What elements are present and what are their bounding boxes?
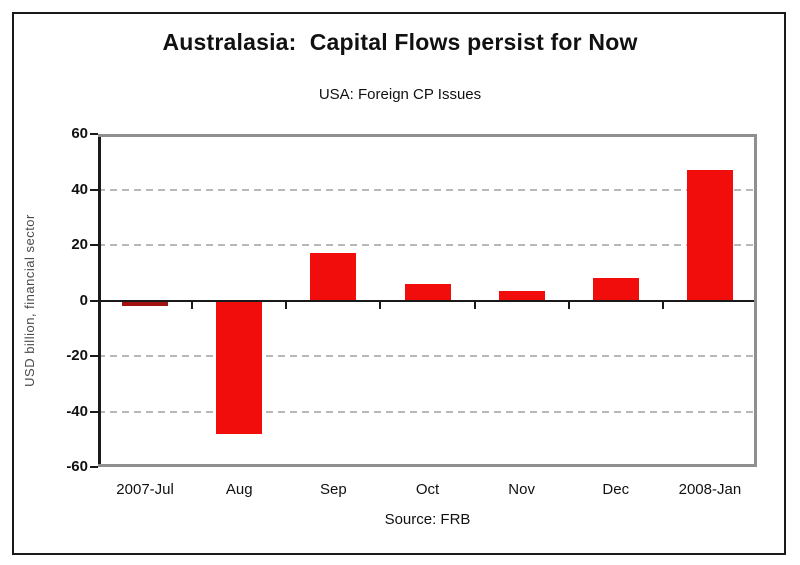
gridline — [98, 188, 757, 191]
y-axis-ticks: 60 40 20 0 -20 -40 -60 — [38, 125, 88, 475]
x-axis-label: Sep — [320, 481, 347, 498]
bar-nov — [498, 290, 545, 301]
plot-area — [90, 133, 757, 468]
source-label: Source: FRB — [384, 511, 471, 528]
x-axis-label: Dec — [602, 481, 630, 498]
y-tick-label: 0 — [79, 291, 88, 309]
y-axis-title: USD billion, financial sector — [20, 134, 38, 467]
y-tick-mark — [90, 410, 98, 413]
plot-border-bottom — [98, 464, 757, 467]
y-axis-line — [98, 134, 101, 467]
gridline — [98, 410, 757, 413]
y-tick-label: 20 — [71, 236, 88, 253]
y-tick-mark — [90, 355, 98, 357]
x-axis-label: 2007-Jul — [116, 481, 174, 498]
bar-2007-jul — [122, 300, 169, 307]
x-tick-mark — [473, 300, 476, 309]
plot-border-right — [754, 134, 757, 467]
x-axis-labels: 2007-Jul Aug Sep Oct Nov Dec 2008-Jan — [98, 480, 757, 500]
y-tick-label: -20 — [66, 347, 88, 364]
y-tick-mark — [90, 188, 98, 191]
chart-title: Australasia: Capital Flows persist for N… — [162, 29, 638, 55]
gridline — [98, 355, 757, 357]
y-tick-mark — [90, 244, 98, 246]
y-tick-mark — [90, 133, 98, 135]
gridline — [98, 244, 757, 246]
x-tick-mark — [191, 300, 194, 309]
bar-2008-jan — [686, 170, 733, 301]
x-tick-mark — [379, 300, 382, 309]
x-axis-label: Nov — [508, 481, 535, 498]
x-tick-mark — [567, 300, 570, 309]
y-tick-label: 60 — [71, 125, 88, 142]
x-axis-label: Aug — [225, 481, 253, 498]
x-axis-label: Oct — [415, 481, 440, 498]
y-axis-title-text: USD billion, financial sector — [21, 214, 37, 387]
y-tick-label: -60 — [66, 458, 88, 475]
plot-border-top — [98, 134, 757, 137]
x-tick-mark — [285, 300, 288, 309]
bar-dec — [592, 278, 639, 301]
y-tick-label: 40 — [71, 180, 88, 198]
x-tick-mark — [661, 300, 664, 309]
bar-oct — [404, 283, 451, 301]
x-axis-label: 2008-Jan — [678, 481, 742, 498]
y-tick-label: -40 — [66, 402, 88, 420]
bar-sep — [310, 253, 357, 301]
y-tick-mark — [90, 466, 98, 468]
bar-aug — [216, 300, 263, 434]
chart-subtitle: USA: Foreign CP Issues — [318, 86, 482, 103]
y-tick-mark — [90, 299, 98, 302]
zero-axis-line — [98, 299, 757, 302]
